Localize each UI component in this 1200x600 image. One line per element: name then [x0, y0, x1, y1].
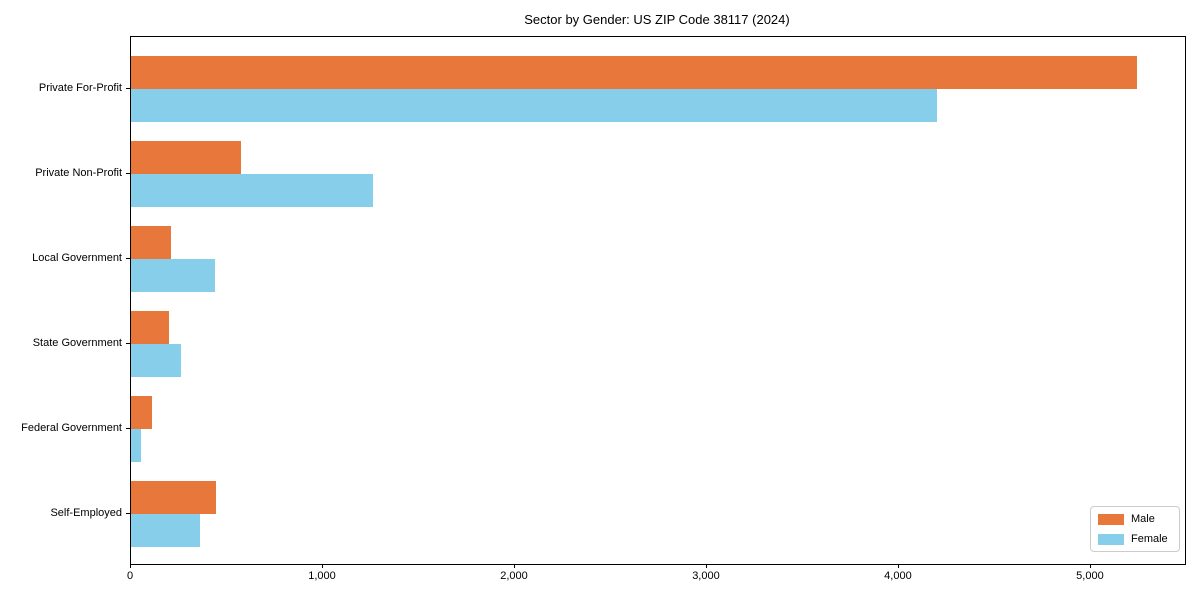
- x-tick-mark: [513, 564, 515, 568]
- legend-label-female: Female: [1131, 533, 1168, 545]
- bar-female-private-for-profit: [131, 89, 937, 122]
- x-tick-label-4-000: 4,000: [884, 570, 912, 582]
- x-tick-mark: [321, 564, 323, 568]
- legend: Male Female: [1090, 506, 1180, 552]
- y-tick-mark: [126, 258, 130, 259]
- x-tick-label-2-000: 2,000: [500, 570, 528, 582]
- bar-female-state-government: [131, 344, 181, 377]
- y-tick-mark: [126, 343, 130, 344]
- legend-swatch-male: [1098, 513, 1124, 525]
- x-tick-mark: [705, 564, 707, 568]
- chart-title: Sector by Gender: US ZIP Code 38117 (202…: [524, 12, 790, 27]
- y-tick-label-state-government: State Government: [32, 337, 122, 349]
- bar-male-private-for-profit: [131, 56, 1137, 89]
- x-tick-mark: [1089, 564, 1091, 568]
- x-tick-mark: [897, 564, 899, 568]
- x-tick-label-0: 0: [126, 570, 134, 582]
- x-tick-label-1-000: 1,000: [308, 570, 336, 582]
- y-tick-mark: [126, 88, 130, 89]
- y-tick-mark: [126, 173, 130, 174]
- bar-male-state-government: [131, 311, 169, 344]
- x-tick-mark: [130, 564, 131, 568]
- legend-item-female: Female: [1098, 533, 1172, 545]
- y-tick-mark: [126, 513, 130, 514]
- bar-female-local-government: [131, 259, 215, 292]
- bar-male-private-non-profit: [131, 141, 241, 174]
- y-tick-label-private-for-profit: Private For-Profit: [38, 82, 122, 94]
- x-tick-label-3-000: 3,000: [692, 570, 720, 582]
- bar-female-private-non-profit: [131, 174, 373, 207]
- legend-item-male: Male: [1098, 513, 1172, 525]
- bar-male-local-government: [131, 226, 171, 259]
- legend-label-male: Male: [1131, 513, 1155, 525]
- x-tick-label-5-000: 5,000: [1076, 570, 1104, 582]
- plot-area: [130, 36, 1186, 565]
- y-tick-label-private-non-profit: Private Non-Profit: [35, 167, 122, 179]
- y-tick-label-federal-government: Federal Government: [21, 422, 122, 434]
- bar-female-self-employed: [131, 514, 200, 547]
- bar-male-self-employed: [131, 481, 216, 514]
- y-tick-label-self-employed: Self-Employed: [50, 507, 122, 519]
- y-tick-mark: [126, 428, 130, 429]
- y-tick-label-local-government: Local Government: [32, 252, 122, 264]
- bar-female-federal-government: [131, 429, 141, 462]
- bar-male-federal-government: [131, 396, 152, 429]
- legend-swatch-female: [1098, 533, 1124, 545]
